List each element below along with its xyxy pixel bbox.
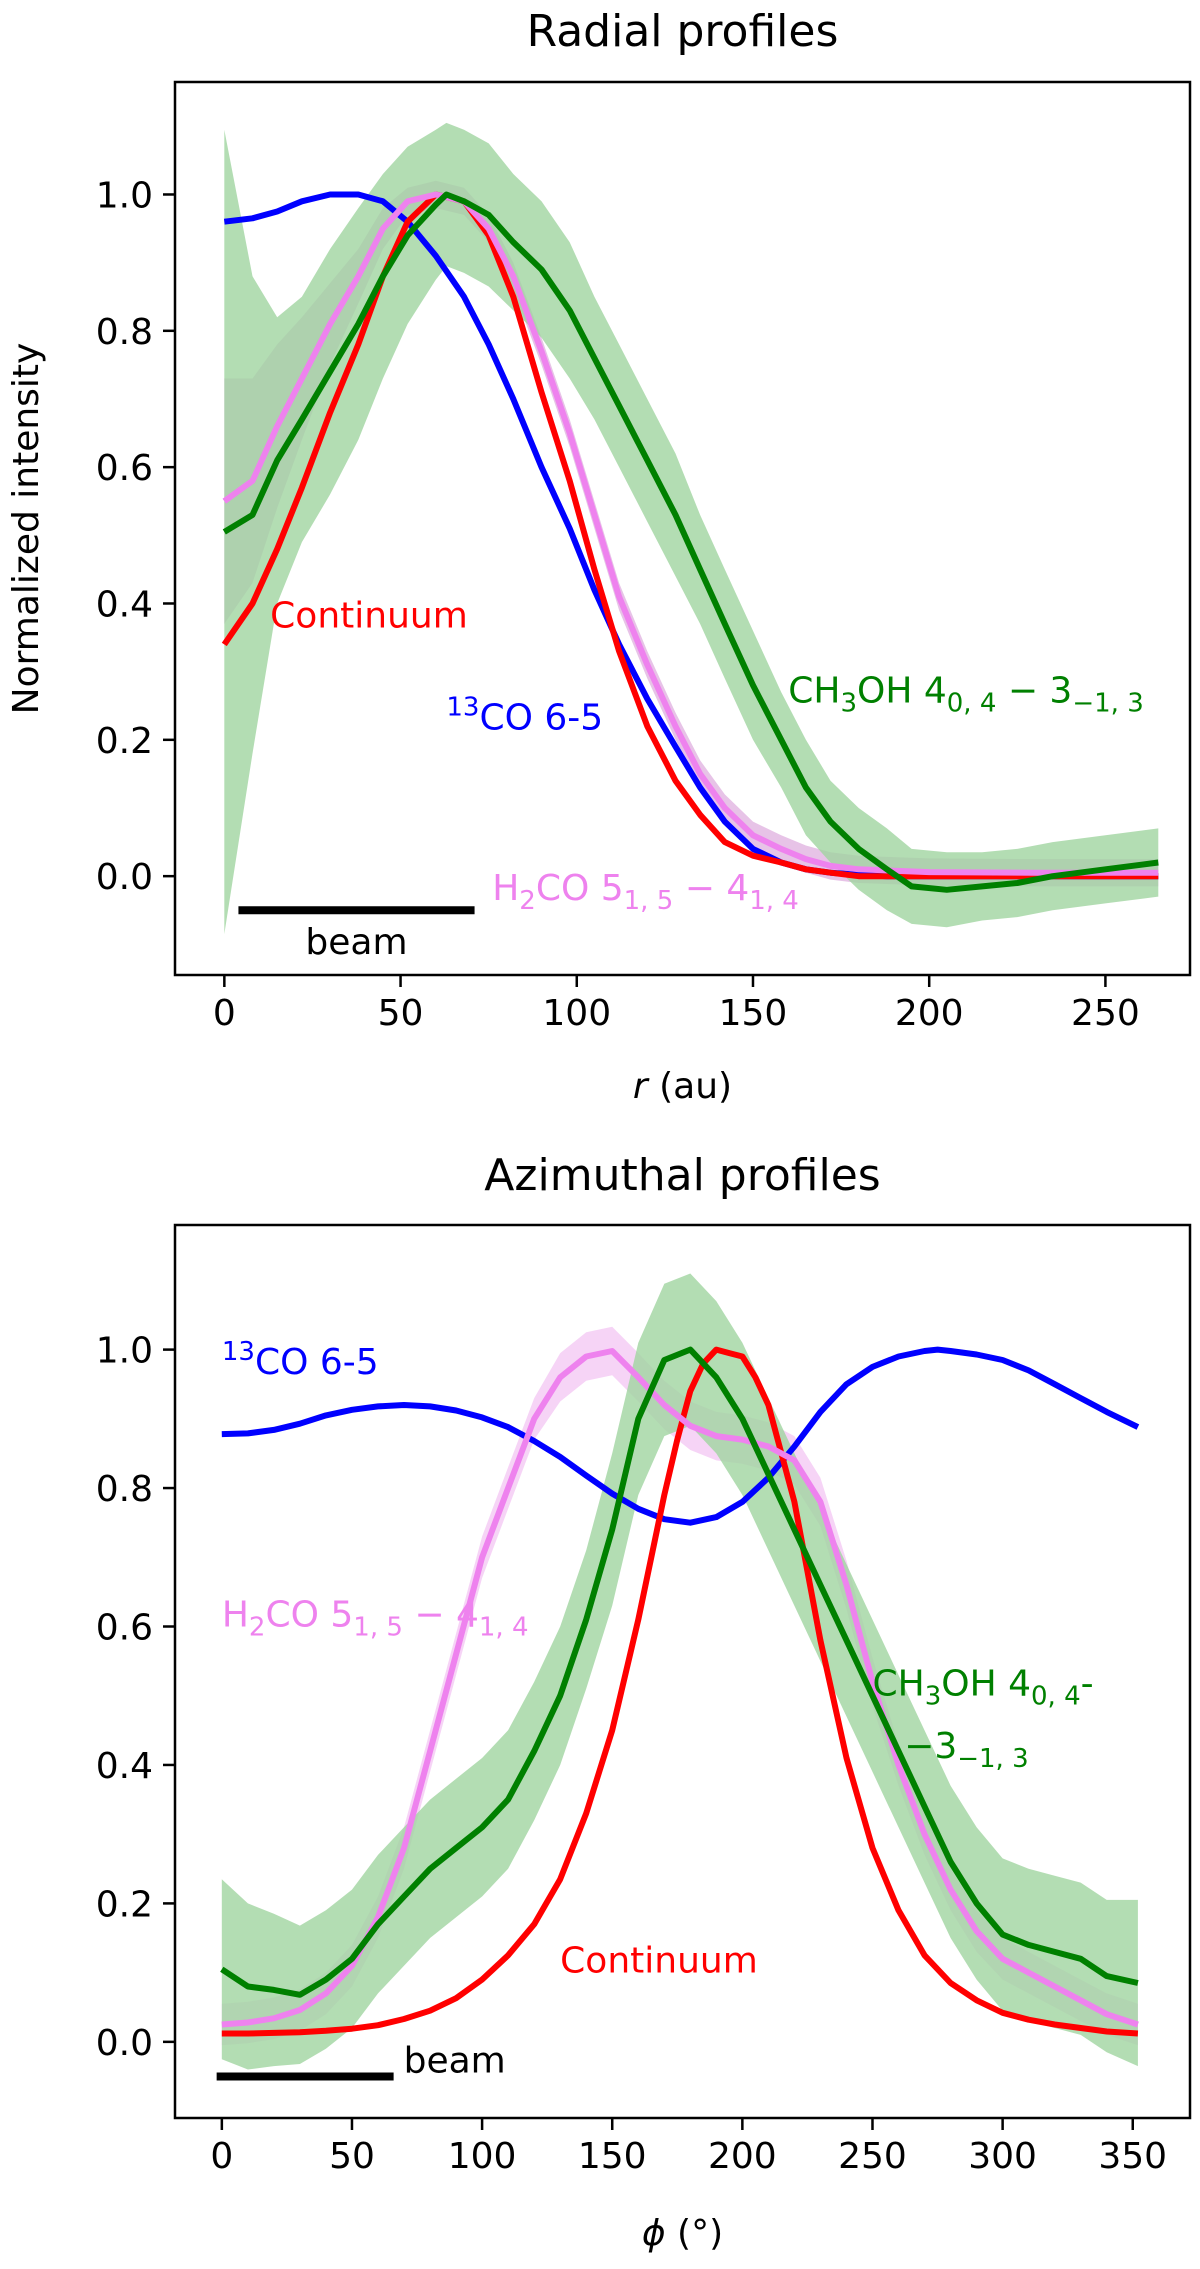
series-label-h2co: H2CO 51, 5 − 41, 4 <box>222 1595 529 1643</box>
series-co-line <box>221 1346 1140 1526</box>
y-tick-label: 0.0 <box>96 2023 153 2064</box>
series-label-part: CO 5 <box>536 868 624 909</box>
beam-label: beam <box>305 922 407 963</box>
series-label-part: 3 <box>925 1682 942 1712</box>
series-label-part: − 4 <box>403 1595 479 1636</box>
x-tick-label: 200 <box>895 993 964 1034</box>
series-label-part: 2 <box>249 1613 266 1643</box>
series-label-part: H <box>222 1595 249 1636</box>
series-label-part: −1, 3 <box>1072 688 1143 718</box>
y-tick-label: 0.4 <box>96 1746 153 1787</box>
plot-area <box>221 122 1159 935</box>
x-tick-label: 250 <box>838 2136 907 2177</box>
series-label-part: CO 5 <box>265 1595 353 1636</box>
series-label-part: - <box>1081 1664 1094 1705</box>
series-label-part: CO 6-5 <box>479 698 603 739</box>
x-tick-label: 200 <box>708 2136 777 2177</box>
series-label-part: − 3 <box>996 670 1072 711</box>
x-tick-label: 250 <box>1071 993 1140 1034</box>
series-label-part: 1, 4 <box>479 1613 529 1643</box>
series-label-part: −1, 3 <box>957 1744 1028 1774</box>
series-label-co: 13CO 6-5 <box>446 693 603 739</box>
x-tick-label: 350 <box>1098 2136 1167 2177</box>
series-label-ch3oh: −3−1, 3 <box>904 1726 1028 1774</box>
y-tick-label: 0.6 <box>96 448 153 489</box>
series-ch3oh-band <box>221 1273 1138 2070</box>
series-label-part: OH 4 <box>941 1664 1031 1705</box>
y-tick-label: 0.2 <box>96 1884 153 1925</box>
y-tick-label: 0.8 <box>96 1469 153 1510</box>
y-tick-label: 0.4 <box>96 584 153 625</box>
x-axis-unit: (au) <box>648 1066 732 1107</box>
x-tick-label: 100 <box>542 993 611 1034</box>
x-tick-label: 100 <box>448 2136 517 2177</box>
series-label-part: 13 <box>446 693 479 723</box>
y-tick-label: 1.0 <box>96 1331 153 1372</box>
azimuthal-profiles-panel: beam 0 50 100 150 200 250 300 350 0.0 0.2 0.4 0.6 0.8… <box>96 1150 1192 2254</box>
series-label-ch3oh: CH3OH 40, 4 − 3−1, 3 <box>788 670 1144 718</box>
x-tick-label: 150 <box>719 993 788 1034</box>
y-tick-label: 0.8 <box>96 312 153 353</box>
series-label-part: − 4 <box>673 868 749 909</box>
x-tick-label: 300 <box>968 2136 1037 2177</box>
series-cont-line <box>221 191 1159 880</box>
series-cont-line <box>221 1346 1139 2037</box>
y-tick-label: 0.0 <box>96 857 153 898</box>
x-axis-variable: ϕ <box>642 2213 666 2254</box>
series-label-part: 0, 4 <box>947 688 997 718</box>
chart-title: Azimuthal profiles <box>484 1150 880 1201</box>
series-label-cont: Continuum <box>270 595 468 636</box>
radial-profiles-panel: beam 0 50 100 150 200 250 0.0 0.2 0.4 0.6 0.8 1.0 Rad… <box>6 6 1192 1107</box>
y-tick-label: 0.2 <box>96 721 153 762</box>
y-tick-label: 0.6 <box>96 1608 153 1649</box>
x-tick-label: 50 <box>329 2136 375 2177</box>
series-label-part: CO 6-5 <box>255 1342 379 1383</box>
series-label-part: CH <box>872 1664 924 1705</box>
series-label-h2co: H2CO 51, 5 − 41, 4 <box>492 868 799 916</box>
x-axis-unit: (°) <box>666 2213 724 2254</box>
x-tick-label: 0 <box>210 2136 233 2177</box>
series-label-part: CH <box>788 670 840 711</box>
chart-title: Radial profiles <box>527 6 839 57</box>
x-axis-label: r (au) <box>633 1066 732 1107</box>
series-h2co-line <box>222 191 1159 876</box>
series-label-cont: Continuum <box>560 1941 758 1982</box>
series-label-part: 1, 5 <box>624 886 674 916</box>
series-label-part: H <box>492 868 519 909</box>
beam-label: beam <box>404 2040 506 2081</box>
series-label-part: 0, 4 <box>1031 1682 1081 1712</box>
series-label-part: 13 <box>222 1337 255 1367</box>
x-tick-label: 50 <box>378 993 424 1034</box>
series-ch3oh-band <box>224 122 1159 935</box>
series-label-part: Continuum <box>560 1941 758 1982</box>
x-axis-variable: r <box>633 1066 650 1107</box>
series-label-ch3oh: CH3OH 40, 4- <box>872 1664 1093 1712</box>
series-ch3oh-line <box>222 191 1159 893</box>
series-label-part: 1, 4 <box>749 886 799 916</box>
series-ch3oh-line <box>220 1346 1139 1998</box>
axes-frame <box>173 80 1192 977</box>
series-label-part: 1, 5 <box>353 1613 403 1643</box>
y-axis-label: Normalized intensity <box>6 343 47 715</box>
series-h2co-band <box>224 180 1159 887</box>
x-tick-label: 0 <box>213 993 236 1034</box>
plot-area <box>220 1273 1140 2070</box>
series-label-part: OH 4 <box>857 670 947 711</box>
series-label-part: −3 <box>904 1726 957 1767</box>
series-label-part: 2 <box>519 886 536 916</box>
y-tick-label: 1.0 <box>96 175 153 216</box>
x-tick-label: 150 <box>578 2136 647 2177</box>
series-label-part: 3 <box>840 688 857 718</box>
axes-frame <box>173 1223 1192 2120</box>
series-label-part: Continuum <box>270 595 468 636</box>
series-label-co: 13CO 6-5 <box>222 1337 379 1383</box>
x-axis-label: ϕ (°) <box>642 2213 723 2254</box>
